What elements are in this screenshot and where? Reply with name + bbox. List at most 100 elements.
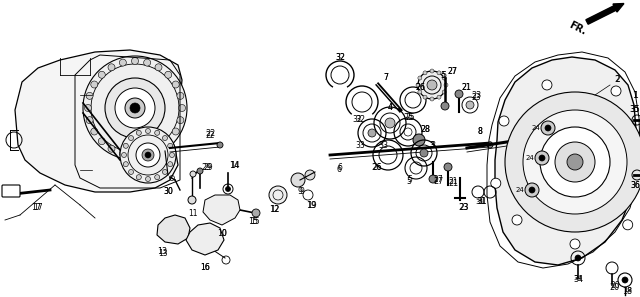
Circle shape — [622, 277, 628, 283]
Text: 23: 23 — [459, 203, 469, 211]
Circle shape — [418, 71, 446, 99]
Text: 18: 18 — [622, 287, 632, 296]
Circle shape — [545, 125, 551, 131]
Text: 28: 28 — [420, 126, 429, 135]
Text: 19: 19 — [306, 200, 316, 209]
Circle shape — [305, 170, 315, 180]
Circle shape — [429, 175, 437, 183]
Text: 5: 5 — [408, 176, 412, 184]
Text: 23: 23 — [471, 91, 481, 100]
Text: 27: 27 — [447, 67, 457, 77]
Text: 6: 6 — [337, 164, 342, 173]
Text: 25: 25 — [405, 113, 415, 122]
Circle shape — [125, 98, 145, 118]
Circle shape — [437, 95, 441, 99]
Text: 29: 29 — [203, 164, 213, 173]
Circle shape — [84, 105, 92, 111]
Circle shape — [91, 81, 98, 88]
Circle shape — [555, 142, 595, 182]
Text: 32: 32 — [352, 116, 362, 124]
Text: 13: 13 — [157, 247, 167, 257]
Circle shape — [523, 110, 627, 214]
Text: 31: 31 — [477, 198, 487, 206]
Circle shape — [136, 175, 141, 180]
Circle shape — [444, 83, 448, 87]
Circle shape — [99, 71, 105, 78]
Circle shape — [142, 149, 154, 161]
Text: 24: 24 — [525, 155, 534, 161]
Circle shape — [164, 138, 172, 145]
Text: FR.: FR. — [568, 20, 588, 37]
Text: 21: 21 — [461, 83, 471, 91]
Circle shape — [442, 90, 446, 94]
Circle shape — [430, 69, 434, 73]
Circle shape — [539, 155, 545, 161]
Text: 21: 21 — [448, 178, 458, 187]
Circle shape — [163, 170, 168, 174]
Circle shape — [170, 152, 175, 157]
Circle shape — [441, 102, 449, 110]
Circle shape — [108, 64, 115, 71]
Text: 20: 20 — [609, 282, 619, 291]
Text: 26: 26 — [415, 83, 425, 92]
Circle shape — [143, 150, 150, 157]
Text: 15: 15 — [248, 217, 258, 227]
Text: 14: 14 — [230, 160, 240, 170]
Circle shape — [487, 142, 493, 148]
Circle shape — [567, 154, 583, 170]
Circle shape — [119, 59, 126, 66]
Circle shape — [529, 187, 535, 193]
Circle shape — [129, 170, 134, 174]
Circle shape — [108, 145, 115, 152]
Circle shape — [442, 76, 446, 80]
Circle shape — [122, 152, 127, 157]
FancyBboxPatch shape — [2, 185, 20, 197]
Circle shape — [413, 134, 425, 146]
Text: 9: 9 — [300, 187, 305, 197]
Text: 22: 22 — [205, 130, 215, 140]
Text: 20: 20 — [610, 280, 620, 290]
Text: 10: 10 — [217, 228, 227, 238]
Circle shape — [385, 118, 395, 128]
Text: 16: 16 — [200, 263, 210, 271]
Circle shape — [427, 80, 437, 90]
Circle shape — [444, 163, 452, 171]
Circle shape — [418, 76, 422, 80]
Text: 8: 8 — [477, 127, 483, 137]
Circle shape — [623, 220, 633, 230]
Text: 28: 28 — [420, 126, 430, 135]
Circle shape — [91, 128, 98, 135]
Text: 25: 25 — [403, 113, 413, 122]
Text: 23: 23 — [471, 92, 481, 102]
Circle shape — [540, 127, 610, 197]
Circle shape — [136, 143, 160, 167]
Circle shape — [124, 162, 129, 167]
Circle shape — [163, 135, 168, 140]
Circle shape — [99, 138, 105, 145]
Text: 24: 24 — [532, 125, 540, 131]
Circle shape — [269, 186, 287, 204]
Circle shape — [512, 215, 522, 225]
Text: 10: 10 — [217, 228, 227, 238]
Circle shape — [197, 168, 203, 174]
Circle shape — [179, 105, 186, 111]
Text: 1: 1 — [632, 91, 637, 99]
Text: 36: 36 — [630, 181, 640, 190]
Text: 27: 27 — [433, 176, 443, 186]
Text: 2: 2 — [616, 75, 620, 85]
Text: 29: 29 — [202, 164, 212, 173]
Circle shape — [155, 145, 162, 152]
Text: 21: 21 — [461, 83, 471, 92]
Text: 35: 35 — [629, 105, 639, 113]
Circle shape — [131, 58, 138, 64]
Text: 21: 21 — [448, 178, 458, 187]
Circle shape — [115, 88, 155, 128]
Circle shape — [86, 117, 93, 124]
Text: 26: 26 — [372, 164, 382, 173]
Circle shape — [129, 135, 134, 140]
Text: 12: 12 — [270, 206, 280, 214]
Text: 32: 32 — [335, 53, 345, 62]
Circle shape — [505, 92, 640, 232]
Circle shape — [423, 95, 427, 99]
Circle shape — [190, 171, 196, 177]
